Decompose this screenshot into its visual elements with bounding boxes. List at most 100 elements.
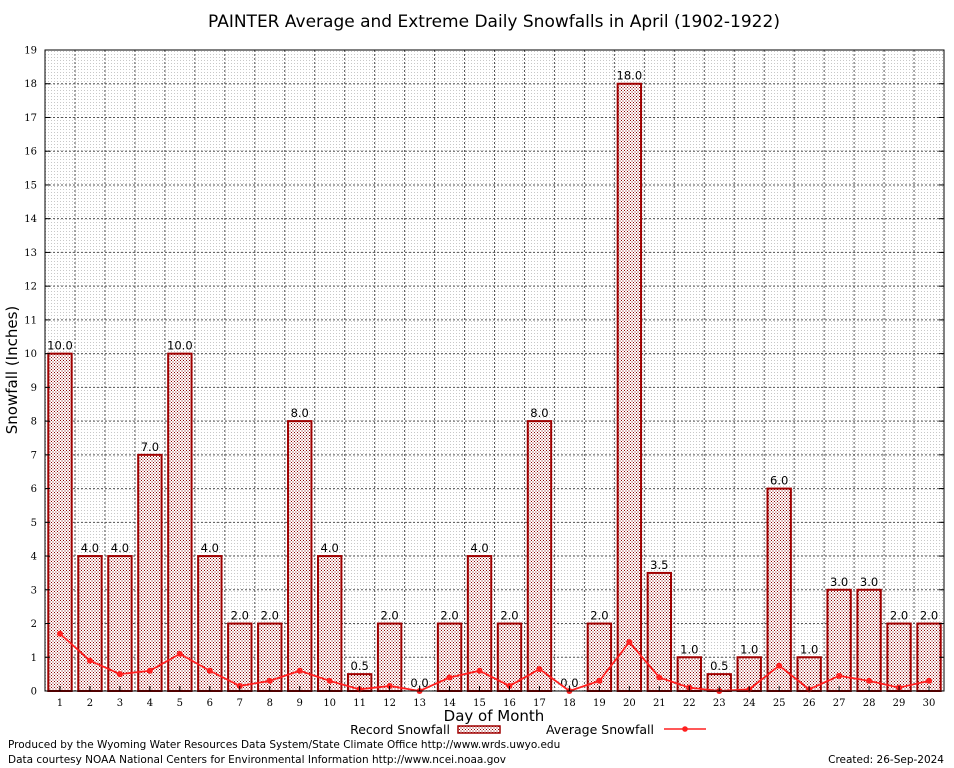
x-tick-label: 6 <box>207 698 213 709</box>
bar-value-label: 2.0 <box>261 609 279 623</box>
y-axis-label: Snowfall (Inches) <box>3 306 21 434</box>
average-point <box>536 666 543 673</box>
y-tick-label: 13 <box>24 248 37 259</box>
x-tick-label: 13 <box>413 698 426 709</box>
average-point <box>176 650 183 657</box>
x-tick-label: 15 <box>473 698 486 709</box>
y-tick-label: 8 <box>31 417 37 428</box>
x-tick-label: 17 <box>533 698 546 709</box>
x-tick-label: 9 <box>297 698 303 709</box>
x-tick-label: 18 <box>563 698 576 709</box>
record-bar <box>736 656 762 693</box>
legend-average-label: Average Snowfall <box>546 722 654 737</box>
y-tick-label: 1 <box>31 653 37 664</box>
x-tick-label: 22 <box>683 698 696 709</box>
x-tick-label: 21 <box>653 698 666 709</box>
x-tick-label: 8 <box>267 698 273 709</box>
y-tick-label: 4 <box>31 552 37 563</box>
bar-value-label: 1.0 <box>800 642 818 656</box>
record-bar <box>167 352 193 692</box>
average-point <box>446 674 453 681</box>
x-tick-label: 24 <box>743 698 756 709</box>
y-tick-label: 10 <box>24 349 37 360</box>
average-line <box>56 630 933 694</box>
average-point <box>56 630 63 637</box>
record-bar <box>316 555 343 692</box>
average-series-line <box>59 632 930 693</box>
x-tick-label: 2 <box>87 698 93 709</box>
average-point <box>926 677 933 684</box>
bar-value-label: 2.0 <box>440 609 458 623</box>
bar-value-label: 4.0 <box>81 541 99 555</box>
y-tick-label: 18 <box>24 79 37 90</box>
y-tick-label: 16 <box>24 147 37 158</box>
average-point <box>866 677 873 684</box>
average-point <box>86 657 93 664</box>
x-tick-label: 5 <box>177 698 183 709</box>
chart-title: PAINTER Average and Extreme Daily Snowfa… <box>208 12 780 32</box>
average-point <box>206 667 213 674</box>
bar-value-label: 4.0 <box>201 541 219 555</box>
average-point <box>266 677 273 684</box>
y-tick-label: 19 <box>24 46 37 57</box>
bar-value-label: 8.0 <box>291 406 309 420</box>
x-tick-label: 10 <box>323 698 336 709</box>
legend-average-marker <box>682 726 688 732</box>
bar-value-label: 6.0 <box>770 474 788 488</box>
record-bar <box>287 420 313 692</box>
record-bar <box>856 588 882 693</box>
bar-value-label: 0.0 <box>560 676 578 690</box>
bar-value-label: 3.5 <box>650 558 668 572</box>
record-bar <box>137 453 163 692</box>
average-point <box>656 674 663 681</box>
bar-value-label: 3.0 <box>860 575 878 589</box>
footer-courtesy: Data courtesy NOAA National Centers for … <box>8 754 506 766</box>
legend-record-label: Record Snowfall <box>350 722 450 737</box>
average-point <box>506 682 513 689</box>
y-tick-label: 5 <box>31 518 37 529</box>
footer-produced-by: Produced by the Wyoming Water Resources … <box>8 739 560 751</box>
y-tick-label: 12 <box>24 282 37 293</box>
average-point <box>476 667 483 674</box>
record-bar <box>616 82 643 693</box>
record-bar <box>646 571 673 693</box>
average-point <box>386 682 393 689</box>
bar-value-label: 4.0 <box>111 541 129 555</box>
plot-border <box>44 49 945 692</box>
y-tick-label: 17 <box>24 113 37 124</box>
y-tick-label: 9 <box>31 383 37 394</box>
average-point <box>146 667 153 674</box>
average-point <box>326 677 333 684</box>
y-tick-label: 14 <box>24 214 37 225</box>
bar-value-label: 18.0 <box>617 69 643 83</box>
y-tick-label: 0 <box>31 687 37 698</box>
average-point <box>236 682 243 689</box>
bar-value-label: 3.0 <box>830 575 848 589</box>
x-tick-label: 29 <box>893 698 906 709</box>
bar-value-label: 2.0 <box>920 609 938 623</box>
record-bar <box>886 622 912 692</box>
average-point <box>296 667 303 674</box>
x-tick-label: 26 <box>803 698 816 709</box>
bar-value-label: 10.0 <box>47 339 73 353</box>
x-tick-label: 25 <box>773 698 786 709</box>
record-bar <box>77 555 103 692</box>
x-tick-label: 23 <box>713 698 726 709</box>
bar-value-label: 1.0 <box>680 642 698 656</box>
legend: Record Snowfall Average Snowfall <box>350 722 706 737</box>
bar-value-labels: 10.0 4.0 4.0 7.0 10.0 4.0 2.0 2.0 8.0 4.0 0.5 2.0 0.… <box>47 69 938 690</box>
x-tick-label: 3 <box>117 698 123 709</box>
average-point <box>116 671 123 678</box>
average-point <box>596 677 603 684</box>
y-tick-label: 6 <box>31 484 37 495</box>
bar-value-label: 2.0 <box>500 609 518 623</box>
x-tick-label: 20 <box>623 698 636 709</box>
x-tick-label: 16 <box>503 698 516 709</box>
x-tick-label: 12 <box>383 698 396 709</box>
bar-value-label: 8.0 <box>530 406 548 420</box>
y-tick-label: 3 <box>31 585 37 596</box>
x-tick-label: 19 <box>593 698 606 709</box>
y-tick-label: 15 <box>24 180 37 191</box>
